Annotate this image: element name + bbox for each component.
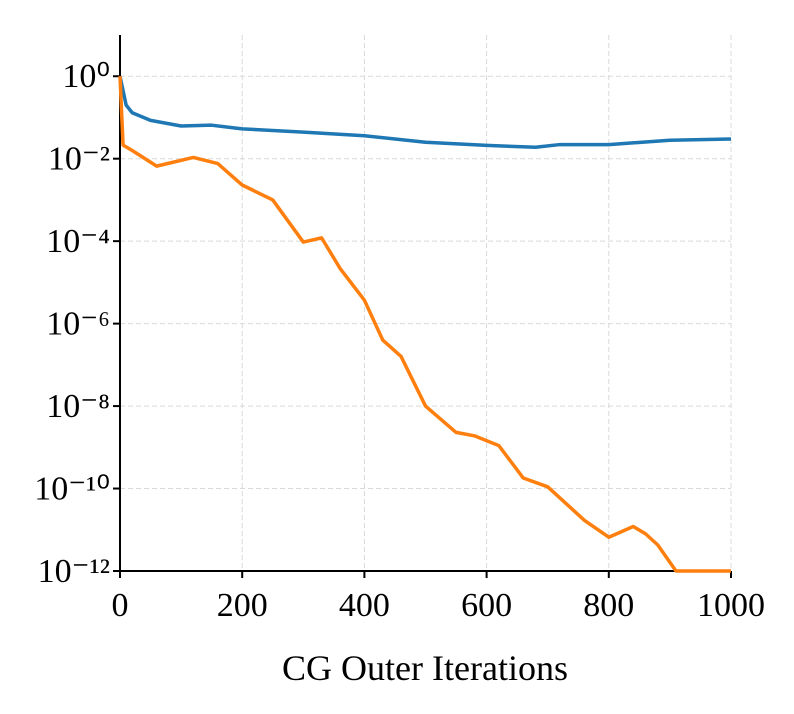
y-tick-label: 10⁰ [62, 58, 110, 95]
y-tick-label: 10⁻⁶ [46, 306, 110, 343]
x-axis-label: CG Outer Iterations [282, 648, 568, 688]
x-tick-label: 400 [339, 587, 390, 624]
x-tick-label: 600 [461, 587, 512, 624]
y-tick-label: 10⁻¹⁰ [34, 471, 110, 508]
y-tick-label: 10⁻⁸ [46, 388, 110, 425]
x-tick-label: 1000 [697, 587, 765, 624]
line-series [118, 75, 732, 149]
x-tick-label: 0 [112, 587, 129, 624]
y-tick-label: 10⁻⁴ [46, 223, 110, 260]
x-tick-label: 800 [583, 587, 634, 624]
line-series [118, 76, 731, 573]
y-tick-label: 10⁻² [48, 141, 110, 178]
y-tick-label: 10⁻¹² [38, 553, 110, 590]
x-tick-label: 200 [217, 587, 268, 624]
